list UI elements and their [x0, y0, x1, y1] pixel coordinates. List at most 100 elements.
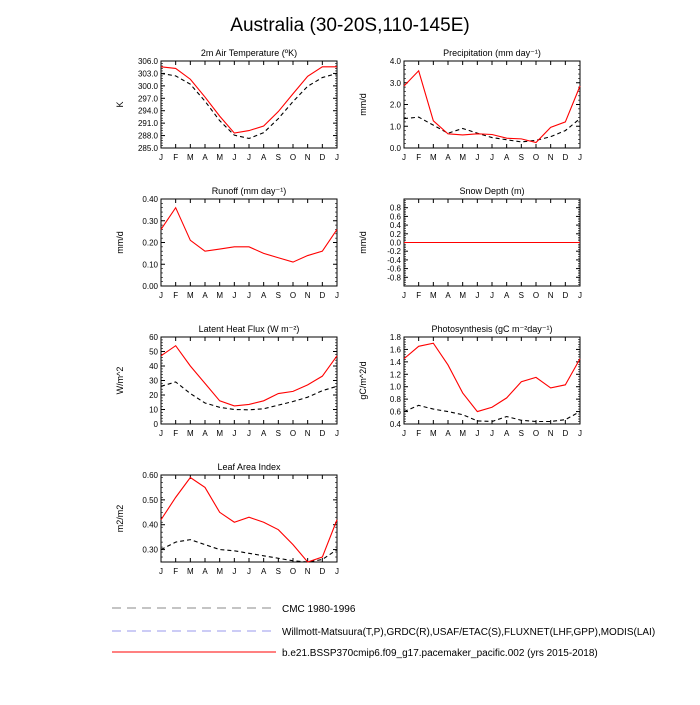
x-tick-label: J [232, 567, 236, 576]
y-tick-label: 0.30 [142, 546, 158, 555]
y-tick-label: 1.8 [390, 333, 402, 342]
x-tick-label: O [290, 291, 296, 300]
y-axis-label: W/m^2 [115, 367, 125, 395]
y-tick-label: 288.0 [138, 132, 159, 141]
x-tick-label: J [578, 429, 582, 438]
x-tick-label: J [159, 567, 163, 576]
x-tick-label: N [305, 291, 311, 300]
x-tick-label: A [445, 429, 451, 438]
x-tick-label: O [290, 567, 296, 576]
y-tick-label: -0.4 [387, 256, 401, 265]
y-tick-label: 0.40 [142, 195, 158, 204]
y-tick-label: 0.0 [390, 239, 402, 248]
y-tick-label: -0.8 [387, 273, 401, 282]
x-tick-label: S [519, 153, 524, 162]
y-tick-label: -0.2 [387, 247, 401, 256]
panel-latent-heat-flux-w-m: Latent Heat Flux (W m⁻²) W/m^2 0 10 20 30 40 50… [115, 324, 339, 438]
x-tick-label: N [548, 429, 554, 438]
series-line-model [160, 66, 337, 134]
x-tick-label: M [187, 153, 194, 162]
x-tick-label: O [290, 429, 296, 438]
x-tick-label: M [430, 153, 437, 162]
y-tick-label: 0.8 [390, 395, 402, 404]
plot-frame [160, 336, 338, 425]
x-tick-label: N [548, 153, 554, 162]
x-tick-label: M [216, 153, 223, 162]
x-tick-label: J [490, 429, 494, 438]
y-tick-label: 30 [149, 377, 158, 386]
x-tick-label: F [173, 567, 178, 576]
series-line-observed [403, 116, 581, 143]
series-line-observed [160, 72, 338, 140]
x-tick-label: O [533, 153, 539, 162]
x-tick-label: J [402, 291, 406, 300]
x-tick-label: J [578, 291, 582, 300]
legend-label-model: b.e21.BSSP370cmip6.f09_g17.pacemaker_pac… [282, 648, 598, 659]
y-tick-label: 0.6 [390, 212, 402, 221]
x-tick-label: J [159, 291, 163, 300]
x-tick-label: A [202, 153, 208, 162]
y-axis-label: gC/m^2/d [358, 361, 368, 399]
plot-frame [160, 198, 338, 287]
x-tick-label: J [490, 291, 494, 300]
x-tick-label: D [319, 153, 325, 162]
panel-photosynthesis-gc-m-day: Photosynthesis (gC m⁻²day⁻¹) gC/m^2/d 0.4 0… [358, 324, 582, 438]
x-tick-label: M [187, 567, 194, 576]
x-tick-label: M [187, 429, 194, 438]
y-tick-label: 0.40 [142, 521, 158, 530]
panel-2m-air-temperature-k: 2m Air Temperature (ºK) K 285.0 288.0 291.0 2… [115, 48, 339, 162]
x-tick-label: D [562, 291, 568, 300]
panel-precipitation-mm-day: Precipitation (mm day⁻¹) mm/d 0.0 1.0 2.0 3.0… [358, 48, 582, 162]
x-tick-label: J [490, 153, 494, 162]
y-axis-label: K [115, 101, 125, 107]
y-tick-label: 0.30 [142, 217, 158, 226]
x-tick-label: J [232, 429, 236, 438]
x-tick-label: S [276, 153, 281, 162]
x-tick-label: F [173, 291, 178, 300]
x-tick-label: A [445, 153, 451, 162]
x-tick-label: J [402, 153, 406, 162]
y-axis-label: mm/d [358, 231, 368, 254]
y-tick-label: 297.0 [138, 94, 159, 103]
x-tick-label: J [247, 429, 251, 438]
panel-title: Snow Depth (m) [459, 186, 524, 196]
x-tick-label: J [159, 153, 163, 162]
y-tick-label: 50 [149, 348, 158, 357]
x-tick-label: N [305, 153, 311, 162]
x-tick-label: O [533, 291, 539, 300]
panel-title: Latent Heat Flux (W m⁻²) [199, 324, 300, 334]
x-tick-label: A [261, 153, 267, 162]
x-tick-label: A [202, 291, 208, 300]
x-tick-label: M [187, 291, 194, 300]
legend: CMC 1980-1996 Willmott-Matsuura(T,P),GRDC… [112, 604, 655, 659]
panel-runoff-mm-day: Runoff (mm day⁻¹) mm/d 0.00 0.10 0.20 0.30 0.4… [115, 186, 339, 300]
x-tick-label: S [519, 291, 524, 300]
x-tick-label: J [475, 291, 479, 300]
x-tick-label: O [533, 429, 539, 438]
x-tick-label: D [562, 153, 568, 162]
x-tick-label: J [232, 291, 236, 300]
y-tick-label: 0.60 [142, 471, 158, 480]
legend-label-obs_legend: Willmott-Matsuura(T,P),GRDC(R),USAF/ETAC… [282, 627, 655, 638]
y-tick-label: 0.2 [390, 230, 402, 239]
y-tick-label: -0.6 [387, 265, 401, 274]
x-tick-label: J [335, 429, 339, 438]
x-tick-label: A [202, 429, 208, 438]
series-line-model [160, 476, 338, 563]
x-tick-label: S [276, 291, 281, 300]
x-tick-label: N [548, 291, 554, 300]
x-tick-label: J [475, 153, 479, 162]
x-tick-label: J [475, 429, 479, 438]
plot-frame [160, 474, 338, 563]
figure-title: Australia (30-20S,110-145E) [230, 15, 469, 36]
y-tick-label: 300.0 [138, 82, 159, 91]
series-line-model [403, 342, 581, 413]
x-tick-label: F [416, 291, 421, 300]
panels: 2m Air Temperature (ºK) K 285.0 288.0 291.0 2… [115, 48, 582, 576]
y-tick-label: 0.00 [142, 282, 158, 291]
x-tick-label: M [430, 429, 437, 438]
series-line-model [160, 206, 338, 263]
y-tick-label: 291.0 [138, 119, 159, 128]
